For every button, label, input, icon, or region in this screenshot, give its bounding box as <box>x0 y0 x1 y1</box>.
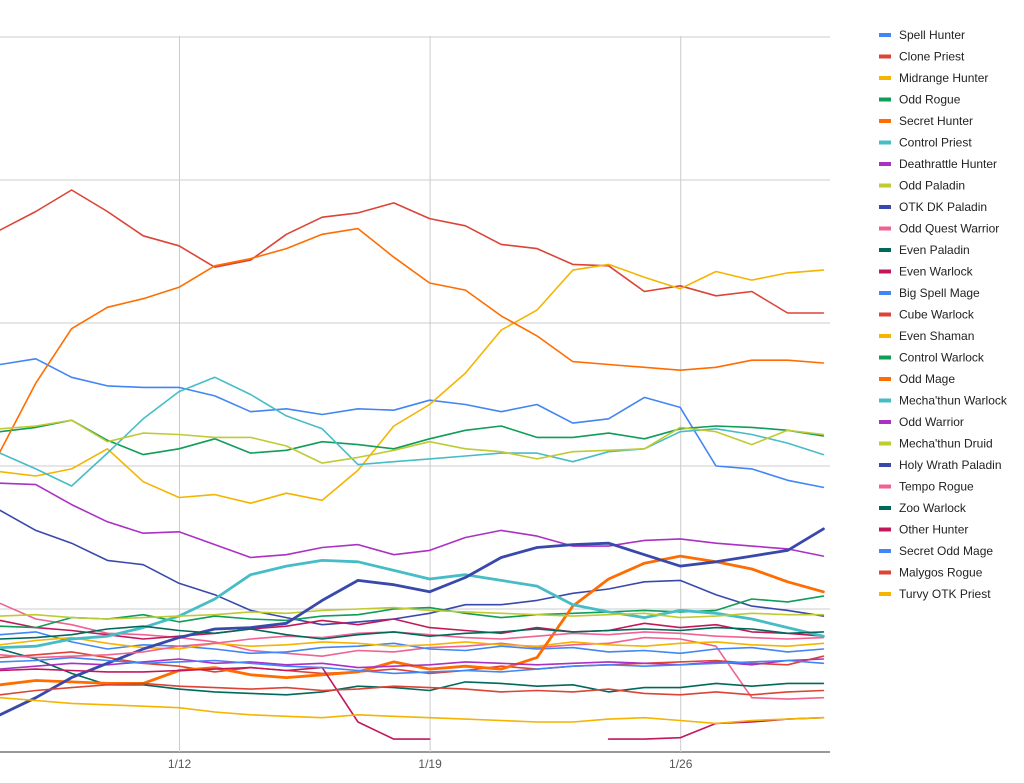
legend-swatch <box>879 226 891 231</box>
legend-swatch <box>879 291 891 295</box>
legend-swatch <box>879 441 891 446</box>
legend-entry: Even Warlock <box>899 265 974 279</box>
x-tick-label: 1/19 <box>418 757 442 771</box>
legend-swatch <box>879 527 891 532</box>
legend-swatch <box>879 183 891 188</box>
legend-swatch <box>879 549 891 553</box>
x-tick-label: 1/26 <box>669 757 693 771</box>
series-line-zoo-warlock <box>0 625 825 640</box>
series-line-mecha-thun-warlock <box>0 559 825 649</box>
series-line-other-hunter <box>0 666 825 740</box>
series-lines <box>0 189 825 740</box>
series-line-secret-hunter <box>0 227 825 453</box>
legend-entry: Midrange Hunter <box>899 71 988 85</box>
legend-swatch <box>879 248 891 252</box>
x-tick-label: 1/12 <box>168 757 192 771</box>
legend-entry: Deathrattle Hunter <box>899 157 997 171</box>
legend-entry: Spell Hunter <box>899 28 965 42</box>
series-line-control-priest <box>0 376 825 487</box>
series-line-even-shaman <box>0 636 825 650</box>
legend-entry: Mecha'thun Druid <box>899 437 993 451</box>
legend-entry: Odd Quest Warrior <box>899 222 999 236</box>
legend-swatch <box>879 355 891 360</box>
series-line-odd-quest-warrior <box>0 602 825 700</box>
legend-entry: Control Warlock <box>899 351 985 365</box>
legend-swatch <box>879 420 891 424</box>
legend-swatch <box>879 119 891 123</box>
series-line-odd-paladin <box>0 419 825 464</box>
legend-entry: Big Spell Mage <box>899 286 980 300</box>
legend-entry: Secret Odd Mage <box>899 544 993 558</box>
legend-entry: Odd Paladin <box>899 179 965 193</box>
legend-entry: Turvy OTK Priest <box>899 587 991 601</box>
legend-entry: Control Priest <box>899 136 972 150</box>
legend-entry: Odd Rogue <box>899 93 961 107</box>
legend-entry: Odd Mage <box>899 372 955 386</box>
legend-entry: Holy Wrath Paladin <box>899 458 1002 472</box>
legend-swatch <box>879 54 891 59</box>
legend-swatch <box>879 269 891 274</box>
legend-entry: Malygos Rogue <box>899 566 983 580</box>
gridlines <box>0 36 830 753</box>
series-line-midrange-hunter <box>0 263 825 504</box>
legend-entry: Even Shaman <box>899 329 974 343</box>
series-line-otk-dk-paladin <box>0 509 825 626</box>
legend-entry: OTK DK Paladin <box>899 200 987 214</box>
series-line-malygos-rogue <box>0 682 825 696</box>
legend-swatch <box>879 592 891 596</box>
legend-swatch <box>879 398 891 403</box>
legend-entry: Tempo Rogue <box>899 480 974 494</box>
legend-entry: Odd Warrior <box>899 415 964 429</box>
legend-swatch <box>879 570 891 575</box>
legend-swatch <box>879 334 891 338</box>
legend-swatch <box>879 484 891 489</box>
legend-entry: Cube Warlock <box>899 308 975 322</box>
legend-swatch <box>879 76 891 80</box>
legend-entry: Other Hunter <box>899 523 968 537</box>
legend: Spell Hunter Clone Priest Midrange Hunter O… <box>879 28 1008 601</box>
legend-swatch <box>879 162 891 166</box>
legend-entry: Mecha'thun Warlock <box>899 394 1008 408</box>
legend-entry: Even Paladin <box>899 243 970 257</box>
legend-swatch <box>879 97 891 102</box>
series-line-turvy-otk-priest <box>0 696 825 725</box>
legend-swatch <box>879 463 891 467</box>
series-line-even-warlock <box>0 618 825 640</box>
legend-entry: Secret Hunter <box>899 114 973 128</box>
series-line-clone-priest <box>0 189 825 314</box>
legend-swatch <box>879 33 891 37</box>
series-line-secret-odd-mage <box>0 656 825 675</box>
legend-swatch <box>879 312 891 317</box>
legend-swatch <box>879 377 891 381</box>
legend-entry: Clone Priest <box>899 50 965 64</box>
series-line-mecha-thun-druid <box>0 606 825 620</box>
series-line-deathrattle-hunter <box>0 482 825 559</box>
legend-swatch <box>879 205 891 209</box>
series-line-holy-wrath-paladin <box>0 527 825 717</box>
x-axis-tick-labels: 1/12 1/19 1/26 <box>168 757 693 771</box>
legend-entry: Zoo Warlock <box>899 501 967 515</box>
legend-swatch <box>879 506 891 510</box>
series-line-spell-hunter <box>0 358 825 489</box>
legend-swatch <box>879 140 891 145</box>
